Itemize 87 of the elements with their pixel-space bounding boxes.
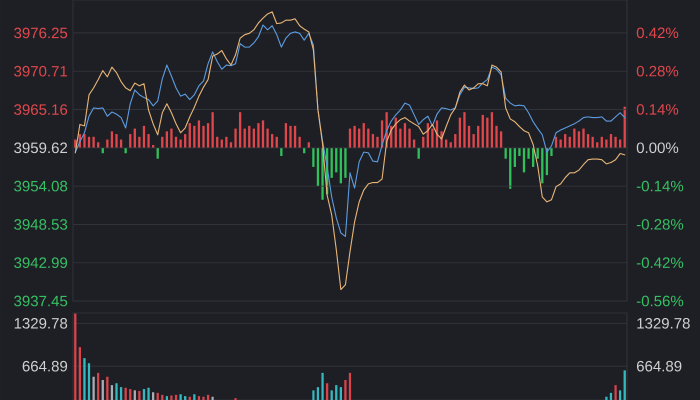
bar [102, 148, 104, 154]
bar [394, 118, 397, 148]
bar [536, 148, 539, 159]
bar [568, 136, 571, 148]
bar [399, 128, 402, 148]
bar [92, 136, 95, 148]
bar [541, 148, 544, 184]
bar [216, 136, 218, 148]
bar [106, 140, 108, 148]
y2-tick-label: -0.56% [636, 296, 684, 306]
bar [618, 140, 622, 148]
bar [422, 136, 424, 148]
bar [600, 136, 603, 148]
y-tick-label: 664.89 [22, 360, 68, 372]
y2-tick-label: -0.28% [636, 219, 684, 230]
bar [367, 128, 370, 148]
bar [308, 142, 310, 148]
bar [248, 126, 250, 148]
y-tick-label: 3942.99 [14, 257, 68, 268]
bar [330, 148, 333, 178]
y-tick-label: 3959.62 [14, 142, 68, 154]
y2-tick-label: -0.14% [636, 180, 684, 192]
bar [312, 148, 315, 167]
bar [559, 140, 562, 148]
y2-tick-label: 0.42% [636, 28, 678, 38]
y-tick-label: 1329.78 [14, 318, 68, 329]
bar [504, 148, 507, 159]
bar [220, 140, 223, 148]
bar [482, 114, 484, 148]
y-tick-label: 3976.25 [14, 28, 68, 38]
bar [340, 148, 342, 184]
bar [193, 126, 196, 148]
bar [458, 118, 462, 148]
bar [472, 134, 475, 148]
bar [592, 136, 594, 148]
bar [358, 128, 360, 148]
bar [486, 118, 489, 148]
bar [362, 123, 365, 148]
bar [166, 131, 168, 148]
bar [564, 134, 566, 148]
bar [152, 145, 154, 148]
bar [335, 148, 338, 172]
bar [412, 140, 416, 148]
bar [532, 148, 534, 167]
y-tick-label: 3970.71 [14, 66, 68, 77]
bar [244, 128, 246, 148]
y2-tick-label: 0.14% [636, 104, 678, 115]
bar [509, 148, 512, 189]
bar [298, 136, 301, 148]
bar [418, 148, 420, 159]
bar [514, 148, 516, 167]
bar [134, 128, 136, 148]
y2-tick-label: 1329.78 [637, 318, 690, 329]
bar [546, 148, 548, 176]
bar [445, 140, 448, 148]
y-tick-label: 3937.45 [14, 296, 68, 306]
bar [280, 148, 282, 156]
bar [454, 134, 456, 148]
bar [129, 134, 132, 148]
bar [276, 136, 278, 148]
y-tick-label: 3954.08 [14, 180, 68, 192]
bar [156, 148, 159, 159]
bar [477, 126, 480, 148]
bar [450, 142, 452, 148]
y-tick-label: 3965.16 [14, 104, 68, 115]
bar [184, 134, 186, 148]
y2-tick-label: 0.00% [636, 142, 678, 154]
bar [596, 142, 598, 148]
bar [188, 123, 191, 148]
y2-tick-label: 664.89 [636, 360, 682, 372]
y2-tick-label: -0.42% [636, 257, 684, 268]
line-series [74, 11, 626, 290]
bar [426, 123, 429, 148]
bar [161, 136, 164, 148]
bar [97, 142, 100, 148]
bar [124, 148, 127, 154]
bar [138, 136, 141, 148]
y2-tick-label: 0.28% [636, 66, 678, 76]
bar [624, 106, 626, 148]
bar [252, 128, 256, 148]
bar [225, 136, 228, 148]
bar [271, 134, 274, 148]
bar [303, 148, 306, 154]
bar [212, 112, 214, 148]
y-tick-label: 3948.53 [14, 219, 68, 230]
bar [573, 128, 576, 148]
bar [238, 112, 242, 148]
